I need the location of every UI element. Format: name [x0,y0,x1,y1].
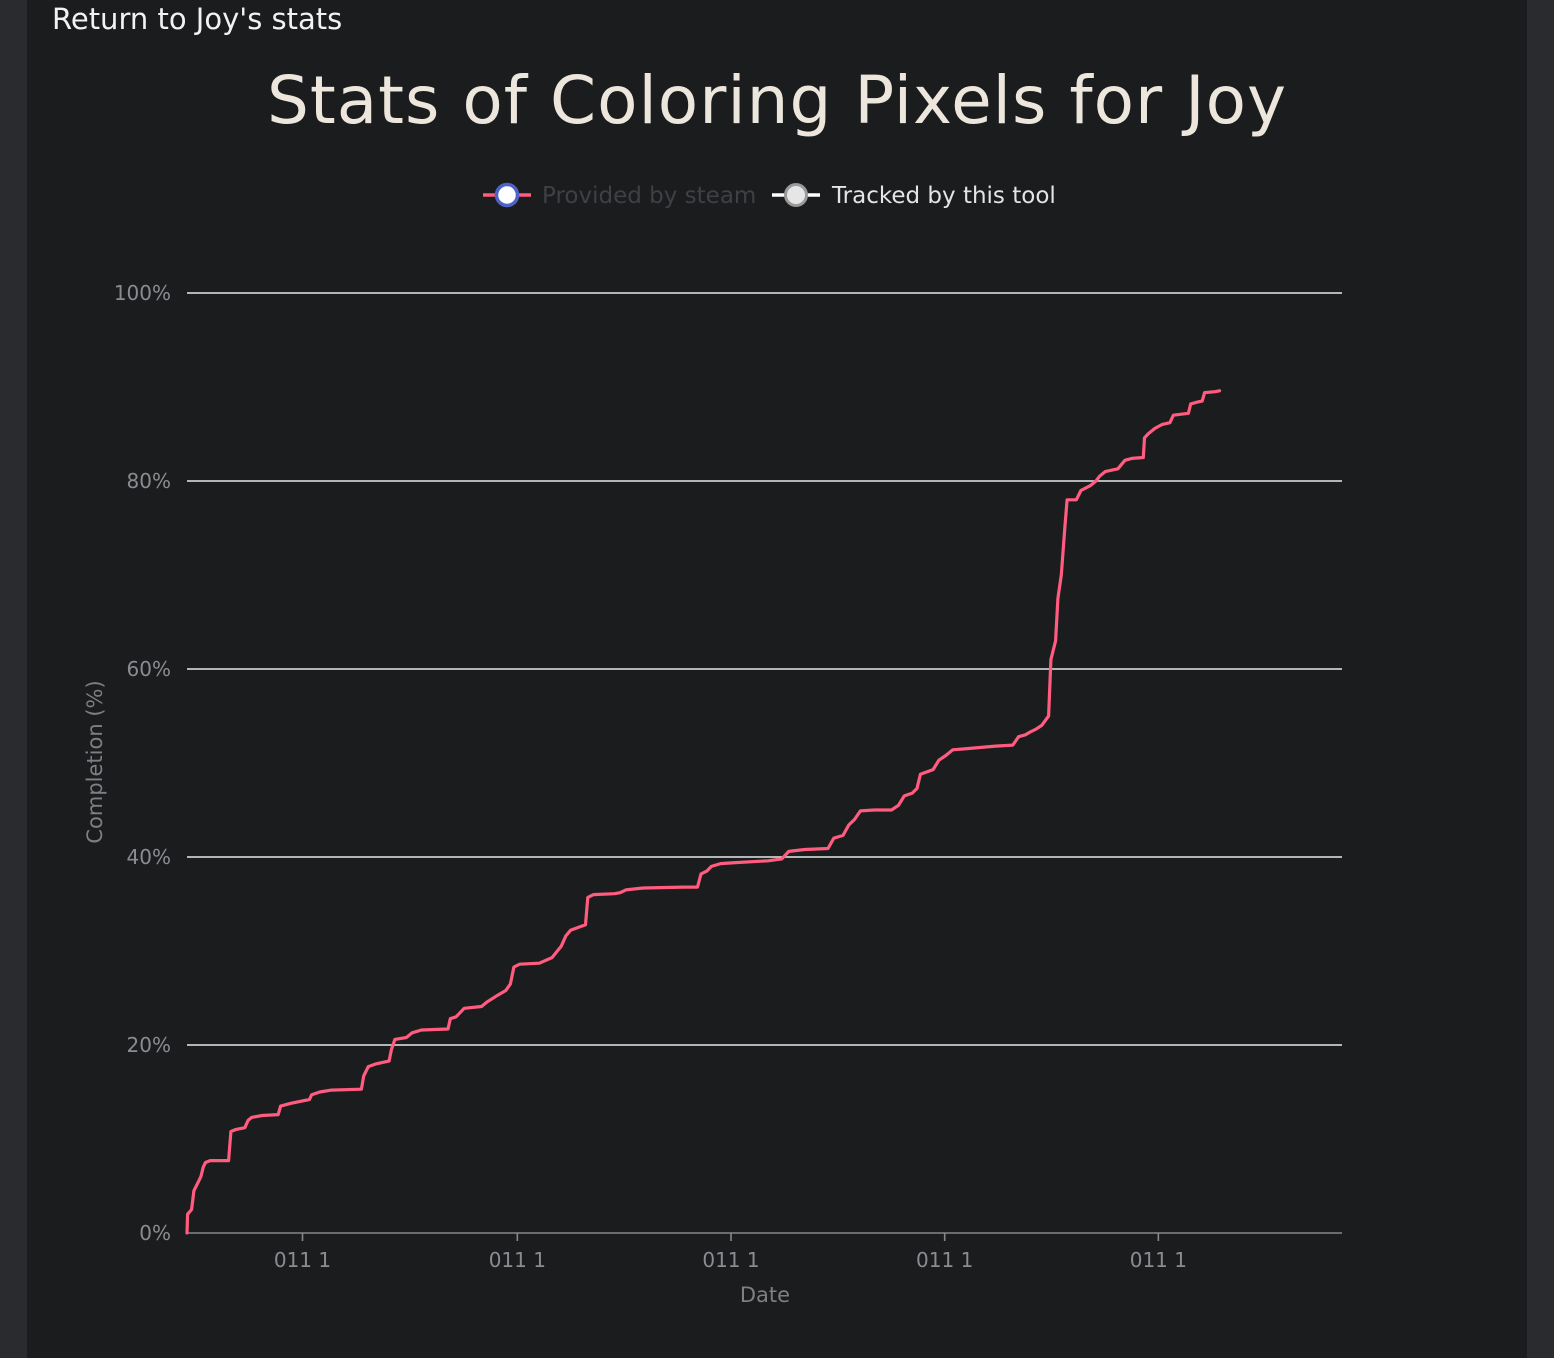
y-tick-label: 100% [114,281,171,305]
y-axis-title: Completion (%) [83,680,107,843]
y-tick-label: 20% [127,1033,171,1057]
legend: Provided by steam Tracked by this tool [483,182,1056,209]
y-tick-label: 80% [127,469,171,493]
series-layer [185,389,1222,1235]
legend-tracked-marker [784,183,808,207]
legend-steam-marker [494,182,520,208]
page-title: Stats of Coloring Pixels for Joy [266,62,1288,139]
x-tick-label: 011 1 [702,1248,759,1272]
series-line-steam [185,389,1222,1235]
legend-tracked-label: Tracked by this tool [831,183,1056,209]
legend-steam-label: Provided by steam [542,183,756,209]
legend-item-tracked[interactable]: Tracked by this tool [772,183,1056,209]
y-axis-ticks: 0% 20% 40% 60% 80% 100% [114,281,171,1245]
y-tick-label: 0% [139,1221,171,1245]
x-axis-title: Date [740,1283,790,1307]
legend-item-steam[interactable]: Provided by steam [483,182,756,209]
y-tick-label: 40% [127,845,171,869]
x-tick-label: 011 1 [489,1248,546,1272]
x-axis-ticks: 011 1 011 1 011 1 011 1 011 1 [274,1233,1187,1272]
return-to-stats-link[interactable]: Return to Joy's stats [52,2,343,36]
x-tick-label: 011 1 [274,1248,331,1272]
x-tick-label: 011 1 [916,1248,973,1272]
content-panel [27,0,1527,1358]
x-tick-label: 011 1 [1130,1248,1187,1272]
y-tick-label: 60% [127,657,171,681]
gridlines [187,292,1342,1046]
